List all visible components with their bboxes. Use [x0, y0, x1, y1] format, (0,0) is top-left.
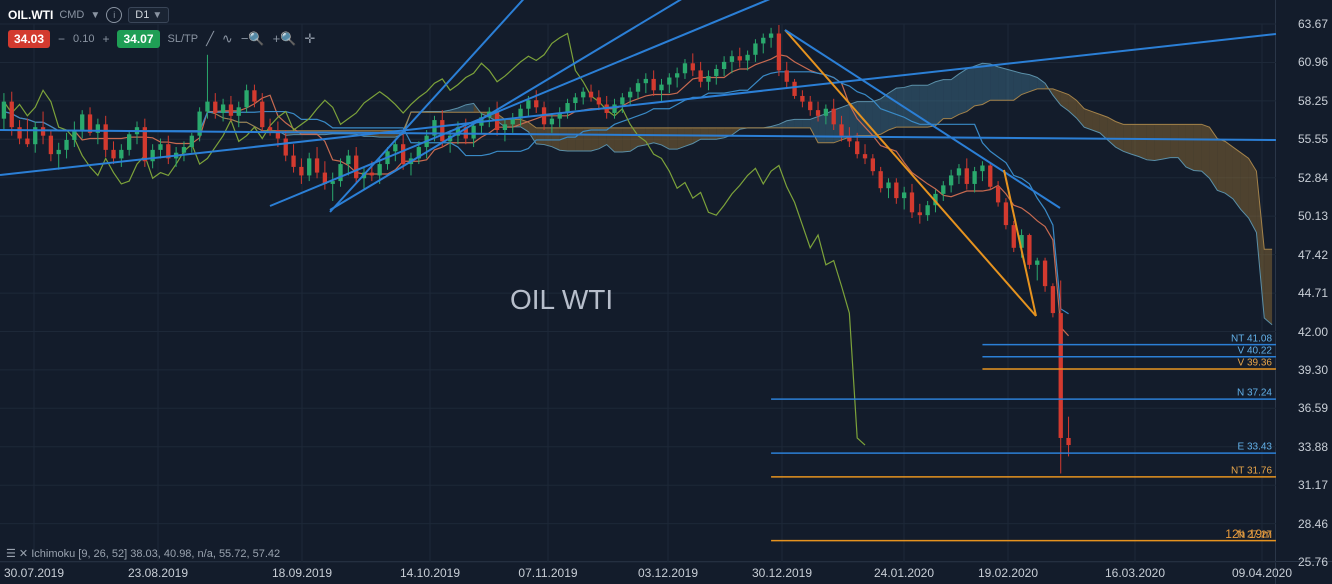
y-tick-label: 50.13 [1298, 209, 1328, 223]
line-tool-icon[interactable]: ╱ [206, 31, 214, 47]
symbol-name[interactable]: OIL.WTI [8, 8, 53, 22]
bid-badge[interactable]: 34.03 [8, 30, 50, 48]
symbol-type: CMD [59, 9, 84, 21]
y-tick-label: 28.46 [1298, 517, 1328, 531]
indicator-icon[interactable]: ∿ [222, 31, 233, 47]
chart-menu-icon[interactable]: ☰ ✕ [6, 548, 31, 560]
y-tick-label: 58.25 [1298, 94, 1328, 108]
ask-badge[interactable]: 34.07 [117, 30, 159, 48]
chart-canvas[interactable] [0, 0, 1332, 584]
y-tick-label: 25.76 [1298, 555, 1328, 569]
y-tick-label: 55.55 [1298, 132, 1328, 146]
y-tick-label: 60.96 [1298, 55, 1328, 69]
price-line-tag: V 40.22 [1238, 345, 1272, 356]
change-value: 0.10 [73, 33, 94, 45]
symbol-dropdown-icon[interactable]: ▼ [90, 10, 100, 21]
plus-sign: + [102, 32, 109, 46]
x-tick-label: 14.10.2019 [400, 566, 460, 580]
sltp-label[interactable]: SL/TP [168, 33, 199, 45]
x-tick-label: 19.02.2020 [978, 566, 1038, 580]
price-line-tag: NT 31.76 [1231, 465, 1272, 476]
x-tick-label: 24.01.2020 [874, 566, 934, 580]
y-tick-label: 33.88 [1298, 440, 1328, 454]
price-lines [0, 0, 1332, 584]
x-tick-label: 30.07.2019 [4, 566, 64, 580]
minus-sign: − [58, 32, 65, 46]
x-tick-label: 16.03.2020 [1105, 566, 1165, 580]
x-tick-label: 03.12.2019 [638, 566, 698, 580]
y-tick-label: 39.30 [1298, 363, 1328, 377]
y-tick-label: 31.17 [1298, 478, 1328, 492]
price-line-tag: V 39.36 [1238, 357, 1272, 368]
y-tick-label: 42.00 [1298, 325, 1328, 339]
x-tick-label: 18.09.2019 [272, 566, 332, 580]
crosshair-icon[interactable]: ✛ [304, 31, 315, 47]
x-tick-label: 30.12.2019 [752, 566, 812, 580]
y-tick-label: 52.84 [1298, 171, 1328, 185]
quote-toolbar: 34.03 − 0.10 + 34.07 SL/TP ╱ ∿ −🔍 +🔍 ✛ [0, 28, 1332, 50]
price-line-tag: N 37.24 [1237, 388, 1272, 399]
zoom-in-icon[interactable]: +🔍 [273, 31, 297, 47]
y-tick-label: 47.42 [1298, 248, 1328, 262]
bar-countdown: 12h 19m [1225, 527, 1272, 541]
price-line-tag: E 33.43 [1238, 442, 1272, 453]
x-tick-label: 09.04.2020 [1232, 566, 1292, 580]
y-tick-label: 44.71 [1298, 286, 1328, 300]
interval-selector[interactable]: D1 ▼ [128, 7, 169, 23]
price-line-tag: NT 41.08 [1231, 333, 1272, 344]
y-tick-label: 36.59 [1298, 401, 1328, 415]
symbol-toolbar: OIL.WTI CMD ▼ i D1 ▼ [0, 4, 1332, 26]
zoom-out-icon[interactable]: −🔍 [241, 31, 265, 47]
x-tick-label: 23.08.2019 [128, 566, 188, 580]
info-icon[interactable]: i [106, 7, 122, 23]
ichimoku-label[interactable]: ☰ ✕ Ichimoku [9, 26, 52] 38.03, 40.98, n… [6, 547, 280, 560]
x-tick-label: 07.11.2019 [518, 566, 577, 580]
